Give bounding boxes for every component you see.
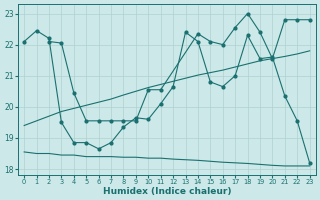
X-axis label: Humidex (Indice chaleur): Humidex (Indice chaleur) [103,187,231,196]
